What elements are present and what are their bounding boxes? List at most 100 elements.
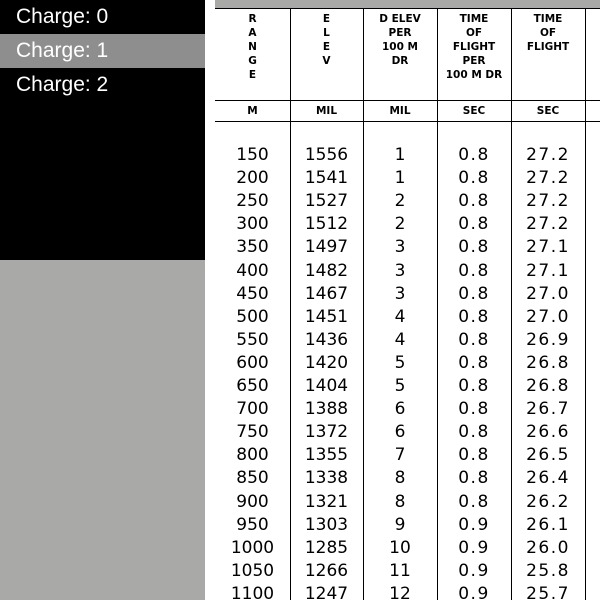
table-cell-tof-per-100m: 0.8 [458, 214, 490, 235]
table-cell-tof-per-100m: 0.9 [458, 537, 490, 558]
table-cell-d-elev: 2 [394, 191, 406, 212]
table-cell-elev: 1556 [304, 145, 349, 165]
table-cell-tof-per-100m: 0.8 [458, 445, 490, 466]
table-cell-tof: 26.5 [526, 445, 570, 466]
table-cell-tof: 26.4 [526, 468, 570, 489]
table-cell-tof-per-100m: 0.8 [458, 283, 490, 304]
table-cell-range: 1050 [230, 560, 275, 581]
table-cell-d-elev: 3 [394, 237, 406, 258]
table-cell-elev: 1388 [304, 399, 349, 420]
table-cell-range: 300 [236, 214, 269, 235]
header-elev: E L E V [322, 13, 331, 67]
table-cell-elev: 1372 [304, 422, 349, 443]
table-cell-d-elev: 8 [394, 491, 406, 512]
table-cell-tof-per-100m: 0.9 [458, 560, 490, 581]
table-cell-tof-per-100m: 0.8 [458, 422, 490, 443]
table-cell-elev: 1303 [304, 514, 349, 535]
header-range: R A N G E [248, 13, 257, 81]
header-co: CO CI [585, 12, 600, 40]
table-cell-d-elev: 1 [394, 168, 406, 189]
table-cell-elev: 1338 [304, 468, 349, 489]
table-cell-d-elev: 11 [389, 560, 411, 581]
table-cell-elev: 1436 [304, 329, 349, 350]
table-cell-range: 150 [236, 145, 269, 165]
table-cell-elev: 1482 [304, 260, 349, 281]
table-cell-tof: 25.8 [526, 560, 570, 581]
table-cell-d-elev: 3 [394, 283, 406, 304]
table-cell-d-elev: 1 [394, 145, 406, 165]
table-cell-tof: 26.0 [526, 537, 570, 558]
table-cell-tof: 26.9 [526, 329, 570, 350]
table-cell-tof-per-100m: 0.8 [458, 376, 490, 396]
charge-0-item[interactable]: Charge: 0 [16, 5, 109, 28]
table-cell-elev: 1467 [304, 283, 349, 304]
column-divider [437, 8, 438, 600]
charge-1-item[interactable]: Charge: 1 [0, 34, 205, 68]
table-cell-elev: 1527 [304, 191, 349, 212]
table-cell-range: 600 [236, 352, 269, 373]
table-cell-range: 550 [236, 329, 269, 350]
unit-range: M [247, 105, 258, 117]
table-cell-elev: 1355 [304, 445, 349, 466]
column-divider [585, 8, 586, 600]
table-rule [215, 8, 600, 9]
table-cell-range: 800 [236, 445, 269, 466]
table-cell-tof: 27.0 [526, 283, 570, 304]
table-cell-tof: 27.1 [526, 237, 570, 258]
table-cell-tof-per-100m: 0.8 [458, 468, 490, 489]
table-cell-elev: 1247 [304, 583, 349, 600]
table-cell-tof-per-100m: 0.8 [458, 352, 490, 373]
table-cell-tof-per-100m: 0.8 [458, 237, 490, 258]
header-tof-per-100m: TIME OF FLIGHT PER 100 M DR [445, 13, 503, 81]
table-cell-tof: 27.2 [526, 191, 570, 212]
table-cell-tof-per-100m: 0.8 [458, 145, 490, 165]
table-cell-tof: 26.7 [526, 399, 570, 420]
table-cell-tof-per-100m: 0.8 [458, 399, 490, 420]
table-cell-tof: 26.8 [526, 352, 570, 373]
table-cell-tof-per-100m: 0.8 [458, 329, 490, 350]
table-cell-d-elev: 9 [394, 514, 406, 535]
table-rule [215, 121, 600, 122]
table-cell-d-elev: 5 [394, 352, 406, 373]
table-cell-range: 750 [236, 422, 269, 443]
table-cell-tof: 27.2 [526, 168, 570, 189]
table-cell-range: 1100 [230, 583, 275, 600]
unit-d-elev: MIL [389, 105, 411, 117]
charge-2-item[interactable]: Charge: 2 [16, 73, 109, 96]
table-cell-elev: 1285 [304, 537, 349, 558]
table-cell-range: 500 [236, 306, 269, 327]
table-cell-tof: 25.7 [526, 583, 570, 600]
table-cell-range: 450 [236, 283, 269, 304]
table-cell-d-elev: 3 [394, 260, 406, 281]
table-cell-d-elev: 4 [394, 306, 406, 327]
header-tof: TIME OF FLIGHT [526, 13, 570, 53]
table-cell-range: 950 [236, 514, 269, 535]
column-divider [290, 8, 291, 600]
table-cell-range: 900 [236, 491, 269, 512]
table-cell-tof-per-100m: 0.9 [458, 583, 490, 600]
table-cell-elev: 1451 [304, 306, 349, 327]
table-cell-range: 1000 [230, 537, 275, 558]
table-cell-d-elev: 8 [394, 468, 406, 489]
table-cell-d-elev: 5 [394, 376, 406, 396]
unit-elev: MIL [315, 105, 338, 117]
table-cell-d-elev: 7 [394, 445, 406, 466]
table-cell-range: 850 [236, 468, 269, 489]
table-cell-tof-per-100m: 0.8 [458, 306, 490, 327]
header-d-elev: D ELEV PER 100 M DR [379, 13, 421, 67]
table-cell-tof-per-100m: 0.8 [458, 260, 490, 281]
table-rule [215, 100, 600, 101]
table-cell-tof: 26.1 [526, 514, 570, 535]
column-divider [511, 8, 512, 600]
table-cell-tof: 26.2 [526, 491, 570, 512]
table-cell-range: 200 [236, 168, 269, 189]
table-cell-d-elev: 2 [394, 214, 406, 235]
table-cell-tof: 27.2 [526, 214, 570, 235]
firing-table: R A N G E E L E V D ELEV PER 100 M DR TIME … [215, 8, 600, 600]
table-cell-tof: 27.2 [526, 145, 570, 165]
table-cell-d-elev: 6 [394, 422, 406, 443]
table-cell-tof-per-100m: 0.8 [458, 491, 490, 512]
unit-tof-per-100m: SEC [462, 105, 486, 117]
unit-tof: SEC [536, 105, 560, 117]
table-cell-elev: 1266 [304, 560, 349, 581]
